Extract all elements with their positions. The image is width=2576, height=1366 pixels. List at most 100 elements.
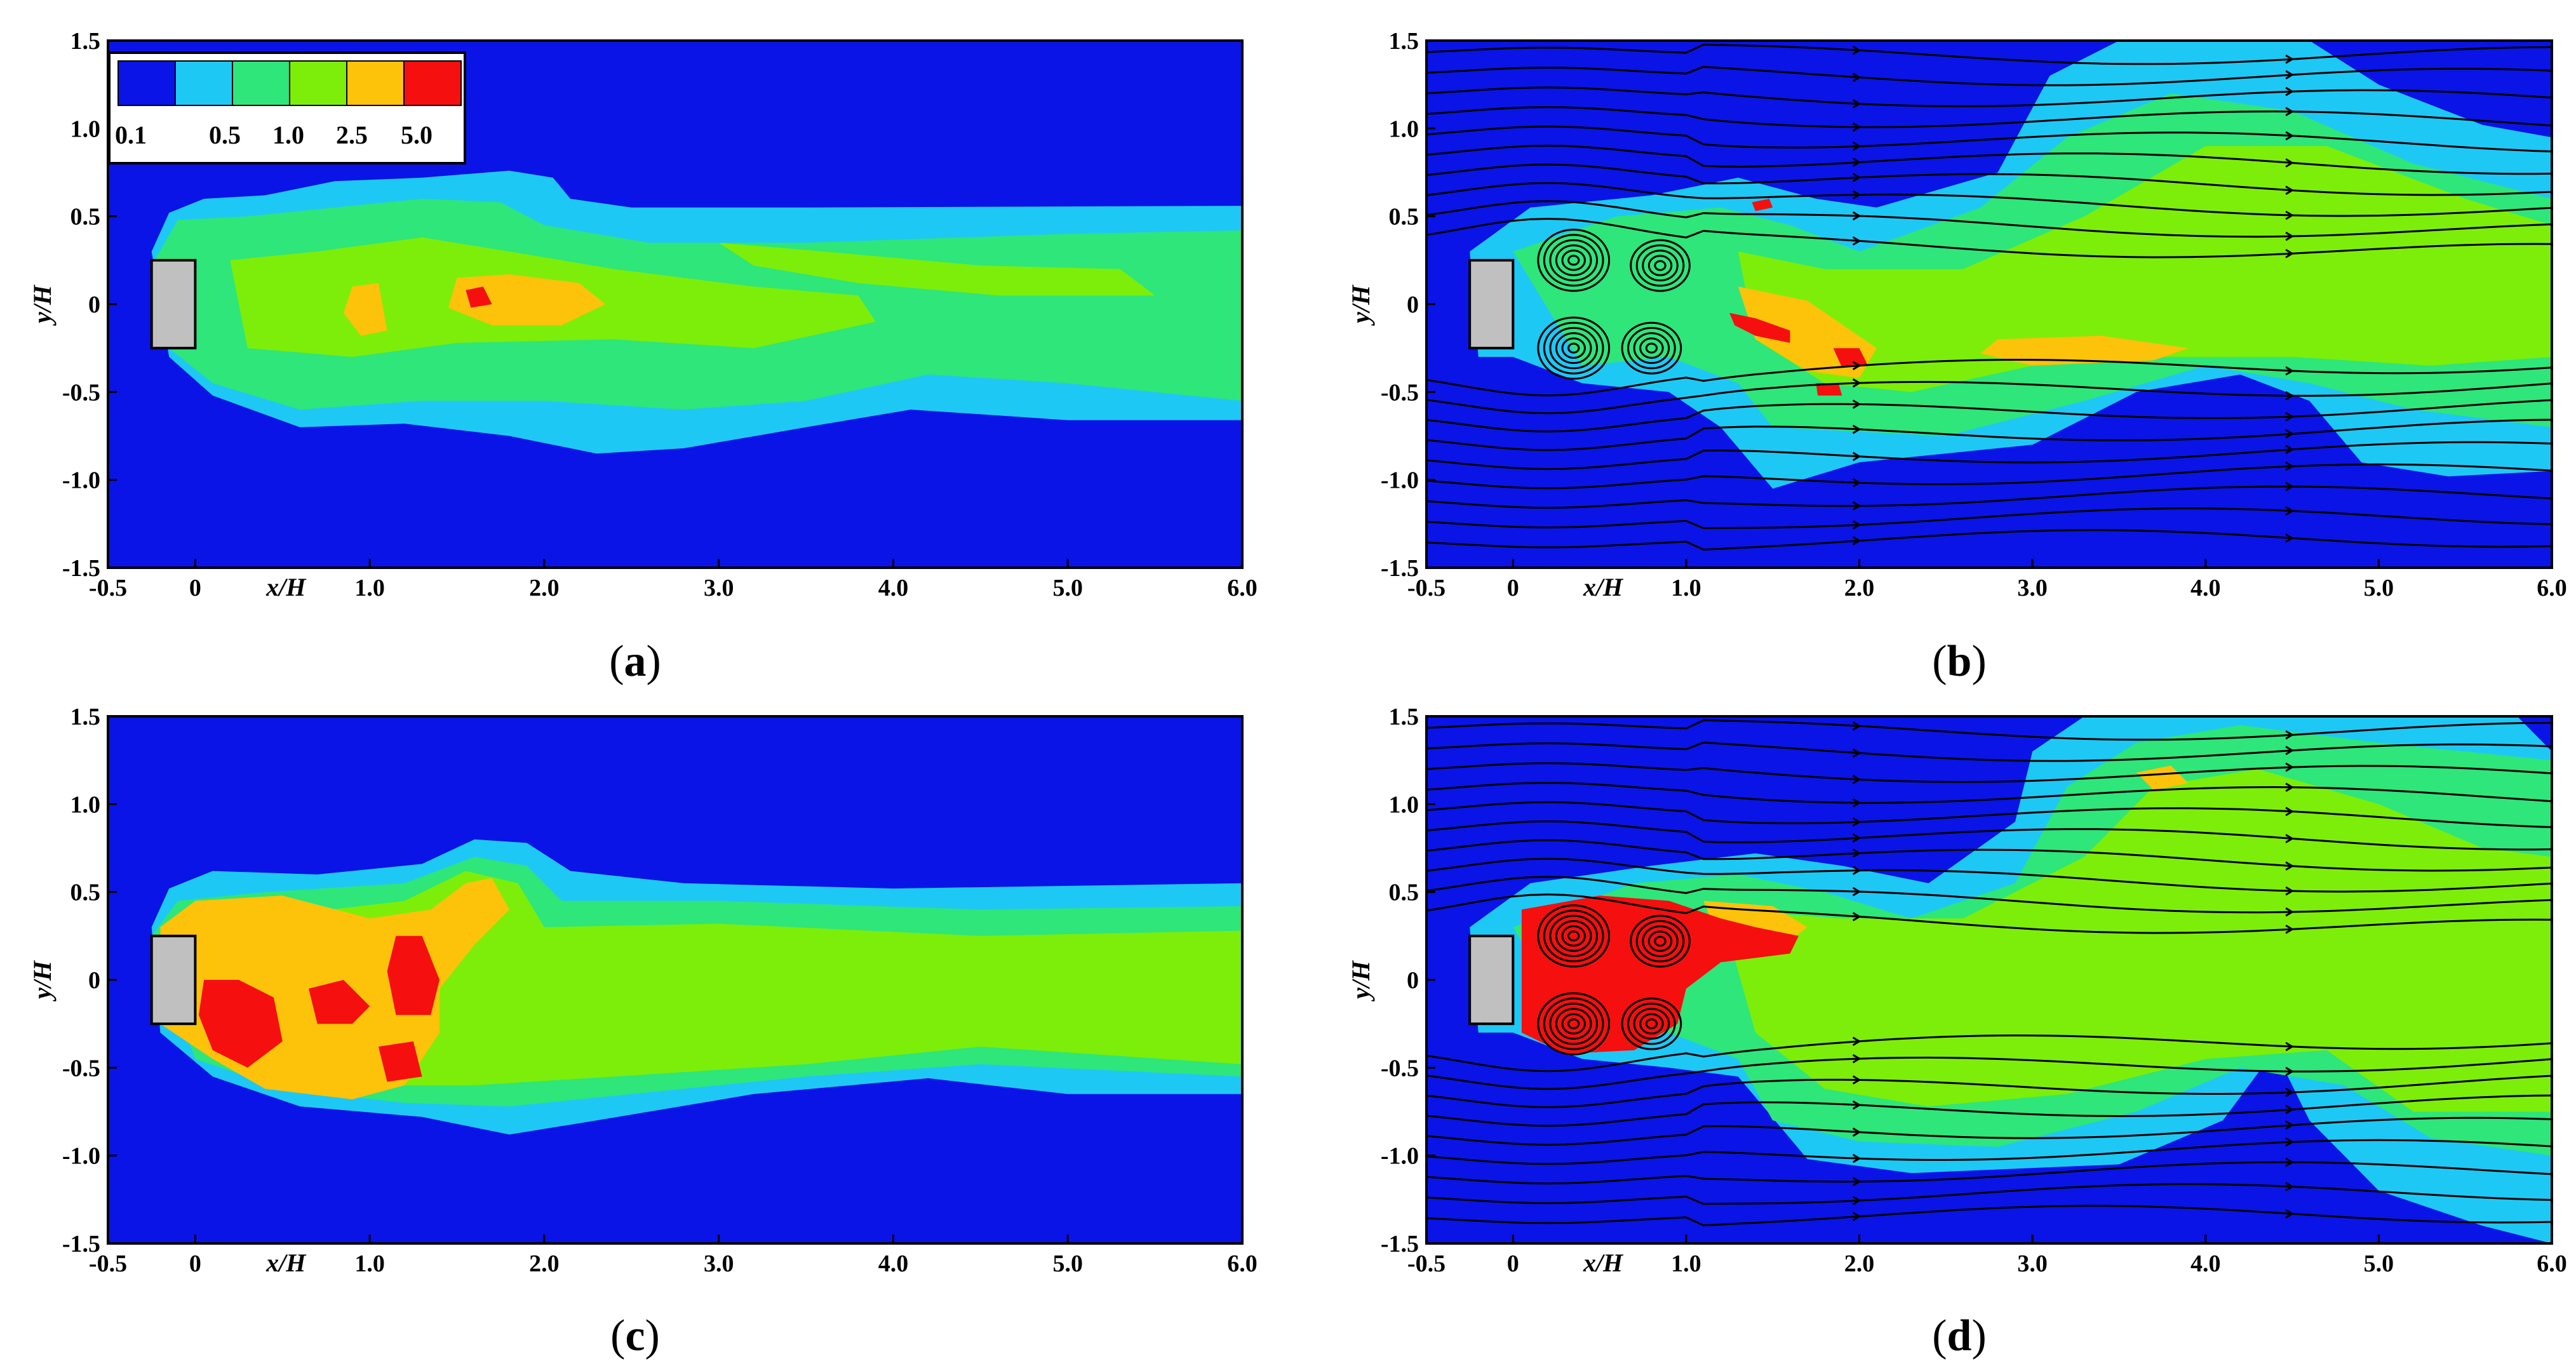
streamline-arrow bbox=[1852, 361, 1862, 371]
streamline-arrow bbox=[1852, 817, 1862, 827]
streamline-arrow bbox=[1852, 72, 1862, 83]
y-tick-label: -1.0 bbox=[62, 1143, 100, 1170]
streamline-arrow bbox=[2285, 366, 2294, 376]
y-tick-label: -1.5 bbox=[1381, 1231, 1419, 1257]
streamline-arrow bbox=[2285, 158, 2294, 168]
streamline-arrow bbox=[2285, 131, 2294, 141]
streamline bbox=[1426, 801, 2552, 828]
streamline bbox=[1426, 399, 2552, 433]
streamline bbox=[1426, 441, 2552, 471]
streamline-arrow bbox=[2285, 1066, 2294, 1076]
contour-region-level-5 bbox=[1816, 383, 1842, 396]
x-tick-label: 5.0 bbox=[1052, 575, 1083, 601]
legend-label-1: 0.5 bbox=[209, 121, 241, 149]
streamline-arrow bbox=[2285, 70, 2294, 80]
streamline-arrow bbox=[2285, 185, 2294, 195]
streamline bbox=[1426, 419, 2552, 452]
streamline-arrow bbox=[2285, 886, 2294, 896]
streamline bbox=[1426, 507, 2552, 530]
panel-c: -0.5 0 1.0 2.0 3.0 4.0 5.0 6.0 x/H 1.5 1.0 0.5 0 -0.5… bbox=[28, 704, 1258, 1277]
vortex-ring bbox=[1549, 326, 1599, 370]
vortex-ring bbox=[1555, 1008, 1592, 1040]
vortex-ring bbox=[1543, 234, 1604, 287]
legend-swatch-1 bbox=[175, 60, 233, 106]
contour-region-level-3 bbox=[265, 871, 1242, 1085]
y-tick-label: 0 bbox=[1407, 291, 1419, 318]
streamline bbox=[1426, 358, 2552, 397]
x-axis-title: x/H bbox=[265, 573, 307, 601]
vortex-ring bbox=[1635, 920, 1685, 963]
y-axis-title: y/H bbox=[1346, 960, 1375, 1001]
vortex-ring bbox=[1639, 1013, 1664, 1035]
streamline-arrow bbox=[1852, 122, 1862, 132]
y-tick-label: 1.5 bbox=[70, 704, 101, 730]
contour-field bbox=[151, 839, 1242, 1135]
vortex-ring bbox=[1642, 925, 1679, 958]
streamline bbox=[1426, 1034, 2552, 1073]
vortex-ring bbox=[1543, 997, 1604, 1050]
vortex-ring bbox=[1621, 321, 1682, 375]
x-tick-label: 5.0 bbox=[1052, 1250, 1083, 1277]
vortex-ring bbox=[1654, 260, 1667, 271]
streamline-arrow bbox=[1852, 1153, 1862, 1163]
panel-label-d-letter: d bbox=[1947, 1311, 1972, 1360]
vortex-ring bbox=[1537, 229, 1611, 292]
streamline bbox=[1426, 380, 2552, 415]
streamline bbox=[1426, 857, 2552, 893]
streamline-arrow bbox=[2285, 231, 2294, 241]
contour-region-level-3 bbox=[1721, 769, 2552, 1112]
streamline bbox=[1426, 893, 2552, 934]
streamline-arrow bbox=[1852, 520, 1862, 530]
streamline-arrow bbox=[2285, 861, 2294, 871]
contour-region-level-5 bbox=[387, 935, 440, 1015]
contour-region-level-5 bbox=[466, 286, 492, 308]
streamline bbox=[1426, 163, 2552, 196]
vortex-ring bbox=[1543, 909, 1604, 963]
streamline-arrow bbox=[2285, 210, 2294, 220]
legend-swatch-4 bbox=[346, 60, 405, 106]
contour-region-level-4 bbox=[1980, 335, 2189, 366]
streamline bbox=[1426, 782, 2552, 804]
vortex-ring bbox=[1621, 997, 1682, 1050]
streamline bbox=[1426, 144, 2552, 175]
x-tick-label: 6.0 bbox=[1227, 1250, 1258, 1277]
vortex-ring bbox=[1555, 920, 1592, 952]
vortex-ring bbox=[1633, 332, 1670, 365]
x-tick-label: -0.5 bbox=[89, 1250, 127, 1277]
y-tick-label: -0.5 bbox=[1381, 1055, 1419, 1081]
streamline bbox=[1426, 463, 2552, 490]
legend-label-0: 0.1 bbox=[115, 121, 147, 149]
streamline bbox=[1426, 200, 2552, 238]
panel-label-b: (b) bbox=[1932, 637, 1987, 686]
streamline-arrow bbox=[1852, 1054, 1862, 1064]
y-tick-label: 1.0 bbox=[70, 791, 101, 818]
vortex-ring bbox=[1567, 930, 1580, 942]
vortex-ring bbox=[1567, 1018, 1580, 1029]
bluff-body bbox=[1468, 258, 1515, 350]
panel-label-c-letter: c bbox=[625, 1311, 645, 1360]
streamline-arrow bbox=[1852, 424, 1862, 434]
streamline bbox=[1426, 1139, 2552, 1165]
streamline bbox=[1426, 86, 2552, 107]
x-tick-label: 0 bbox=[1507, 575, 1519, 601]
vortex-ring bbox=[1537, 316, 1611, 380]
streamline-arrow bbox=[2285, 1120, 2294, 1130]
vortex-ring bbox=[1561, 925, 1586, 947]
bluff-body bbox=[150, 258, 197, 350]
contour-region-level-3 bbox=[718, 243, 1155, 296]
y-axis-title: y/H bbox=[28, 960, 57, 1001]
streamline-arrow bbox=[2285, 834, 2294, 843]
streamline-arrow bbox=[2285, 429, 2294, 439]
streamline-arrow bbox=[2285, 1157, 2294, 1167]
streamline-arrow bbox=[2285, 762, 2294, 772]
x-tick-label: 3.0 bbox=[704, 575, 734, 601]
streamline bbox=[1426, 1056, 2552, 1090]
streamline-arrow bbox=[1852, 1100, 1862, 1110]
vortex-ring bbox=[1549, 914, 1599, 958]
contour-region-level-5 bbox=[378, 1041, 422, 1082]
streamline-arrow bbox=[1852, 1212, 1862, 1221]
streamline-arrow bbox=[1852, 798, 1862, 808]
contour-region-level-4 bbox=[448, 274, 606, 326]
x-tick-label: 2.0 bbox=[1844, 575, 1875, 601]
x-axis-title: x/H bbox=[1583, 1249, 1624, 1277]
